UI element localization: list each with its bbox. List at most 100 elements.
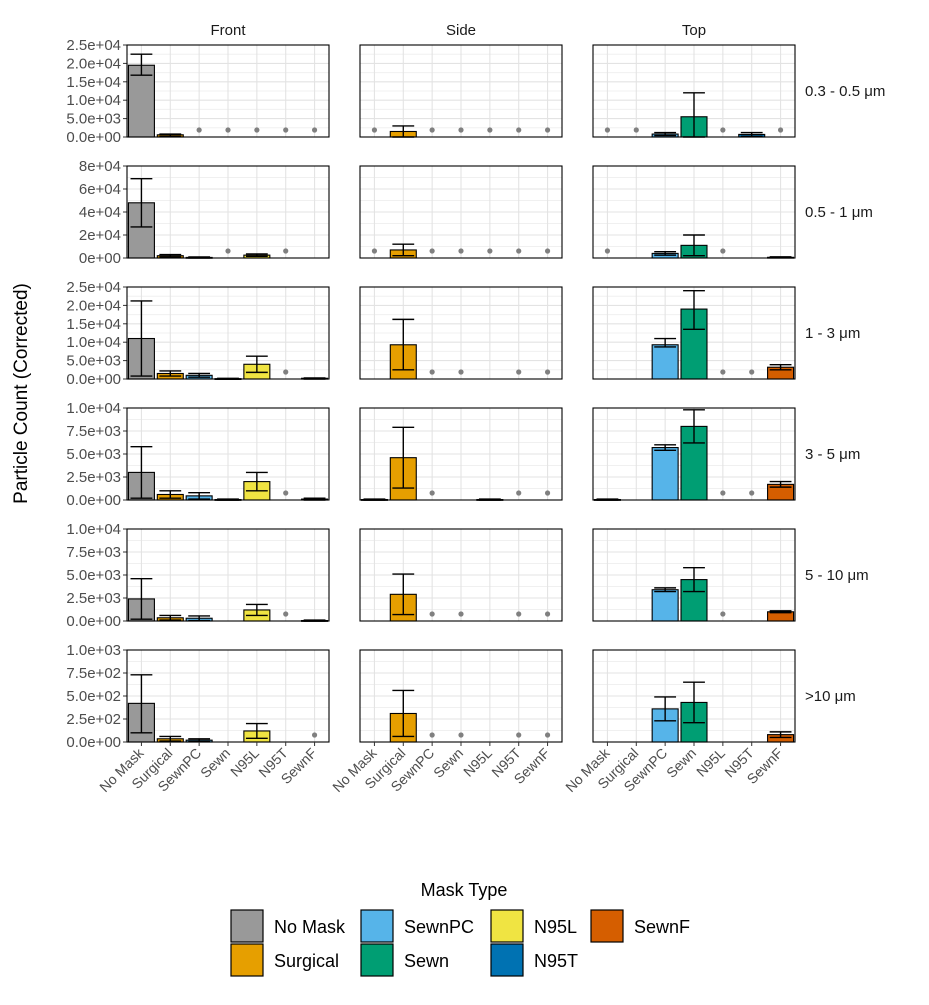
missing-point-sewn (458, 732, 464, 738)
panel-border (359, 407, 563, 501)
panel-border (592, 407, 796, 501)
panel-border (126, 528, 330, 622)
missing-point-sewnf (544, 127, 551, 133)
panel-border (592, 165, 796, 259)
panel-front-row-3 (126, 407, 330, 501)
legend-swatch-sewnpc (360, 909, 394, 943)
missing-point-sewnf (544, 611, 551, 617)
panel-top-row-5 (592, 649, 796, 743)
missing-point-sewnf (544, 248, 551, 254)
legend-label-surgical: Surgical (274, 951, 339, 971)
panel-border (592, 44, 796, 138)
missing-point-n95l (487, 248, 493, 254)
y-tick-label: 0.0e+00 (66, 613, 121, 630)
x-tick-label-n95l: N95L (460, 745, 495, 780)
y-tick-label: 1.5e+04 (66, 316, 121, 333)
bar-no-mask (127, 64, 155, 138)
y-tick-label: 0.0e+00 (66, 129, 121, 146)
y-tick-label: 5.0e+03 (66, 111, 121, 128)
missing-point-sewnpc (429, 490, 435, 496)
bar-sewnpc (651, 589, 679, 622)
y-tick-label: 2.0e+04 (66, 55, 121, 72)
missing-point-surgical (633, 127, 639, 133)
panel-border (592, 286, 796, 380)
y-tick-label: 1.5e+04 (66, 74, 121, 91)
y-tick-label: 0.0e+00 (66, 371, 121, 388)
y-tick-label: 1.0e+03 (66, 642, 121, 659)
missing-point-n95t (516, 611, 522, 617)
legend-label-no-mask: No Mask (274, 917, 346, 937)
missing-point-n95t (516, 369, 522, 375)
y-tick-label: 0.0e+00 (66, 492, 121, 509)
missing-point-n95t (749, 369, 755, 375)
bar-sewnpc (651, 447, 679, 501)
missing-point-sewnpc (429, 369, 435, 375)
missing-point-sewnpc (429, 732, 435, 738)
y-tick-label: 0e+00 (79, 250, 121, 267)
y-tick-label: 1.0e+04 (66, 400, 121, 417)
legend-swatch-no-mask (230, 909, 264, 943)
legend-label-sewn: Sewn (404, 951, 449, 971)
missing-point-n95t (283, 611, 289, 617)
x-tick-label-sewn: Sewn (430, 745, 466, 781)
row-strip-label: 0.3 - 0.5 μm (805, 83, 885, 100)
legend-label-sewnpc: SewnPC (404, 917, 474, 937)
missing-point-no-mask (604, 127, 611, 133)
panel-border (126, 165, 330, 259)
x-tick-label-n95l: N95L (227, 745, 262, 780)
missing-point-sewnf (777, 127, 784, 133)
y-tick-label: 2.5e+02 (66, 711, 121, 728)
missing-point-sewn (458, 248, 464, 254)
missing-point-n95t (283, 248, 289, 254)
row-strip-label: 1 - 3 μm (805, 325, 860, 342)
x-tick-label-sewn: Sewn (663, 745, 699, 781)
legend-swatch-n95t (490, 943, 524, 977)
panel-border (359, 528, 563, 622)
row-strip-label: 0.5 - 1 μm (805, 204, 873, 221)
missing-point-sewn (458, 611, 464, 617)
missing-point-sewnf (311, 732, 318, 738)
panel-border (126, 44, 330, 138)
missing-point-no-mask (371, 248, 378, 254)
missing-point-sewnf (311, 127, 318, 133)
panel-border (359, 165, 563, 259)
missing-point-sewnpc (429, 127, 435, 133)
y-tick-label: 1.0e+04 (66, 334, 121, 351)
legend-title: Mask Type (421, 880, 508, 900)
panel-top-row-3 (592, 407, 796, 501)
missing-point-n95l (254, 127, 260, 133)
legend-swatch-n95l (490, 909, 524, 943)
y-tick-label: 2.5e+04 (66, 279, 121, 296)
legend-label-n95l: N95L (534, 917, 577, 937)
panel-border (592, 528, 796, 622)
missing-point-sewn (458, 369, 464, 375)
panel-side-row-4 (359, 528, 563, 622)
bar-sewnpc (651, 344, 679, 380)
y-tick-label: 5.0e+03 (66, 446, 121, 463)
y-tick-label: 5.0e+03 (66, 353, 121, 370)
missing-point-sewnpc (429, 248, 435, 254)
y-tick-label: 1.0e+04 (66, 92, 121, 109)
legend-swatch-surgical (230, 943, 264, 977)
panel-top-row-1 (592, 165, 796, 259)
y-tick-label: 7.5e+03 (66, 423, 121, 440)
y-tick-label: 1.0e+04 (66, 521, 121, 538)
panel-top-row-0 (592, 44, 796, 138)
y-tick-label: 0.0e+00 (66, 734, 121, 751)
panel-front-row-0 (126, 44, 330, 138)
missing-point-n95l (720, 611, 726, 617)
column-strip-front: Front (210, 22, 246, 39)
missing-point-sewnf (544, 490, 551, 496)
y-tick-label: 7.5e+03 (66, 544, 121, 561)
missing-point-n95l (720, 127, 726, 133)
missing-point-sewnpc (429, 611, 435, 617)
y-tick-label: 2.5e+04 (66, 37, 121, 54)
panel-top-row-2 (592, 286, 796, 380)
y-tick-label: 2.5e+03 (66, 590, 121, 607)
y-tick-label: 5.0e+03 (66, 567, 121, 584)
missing-point-no-mask (371, 127, 378, 133)
missing-point-n95t (283, 490, 289, 496)
x-tick-label-sewn: Sewn (197, 745, 233, 781)
y-tick-label: 6e+04 (79, 181, 121, 198)
